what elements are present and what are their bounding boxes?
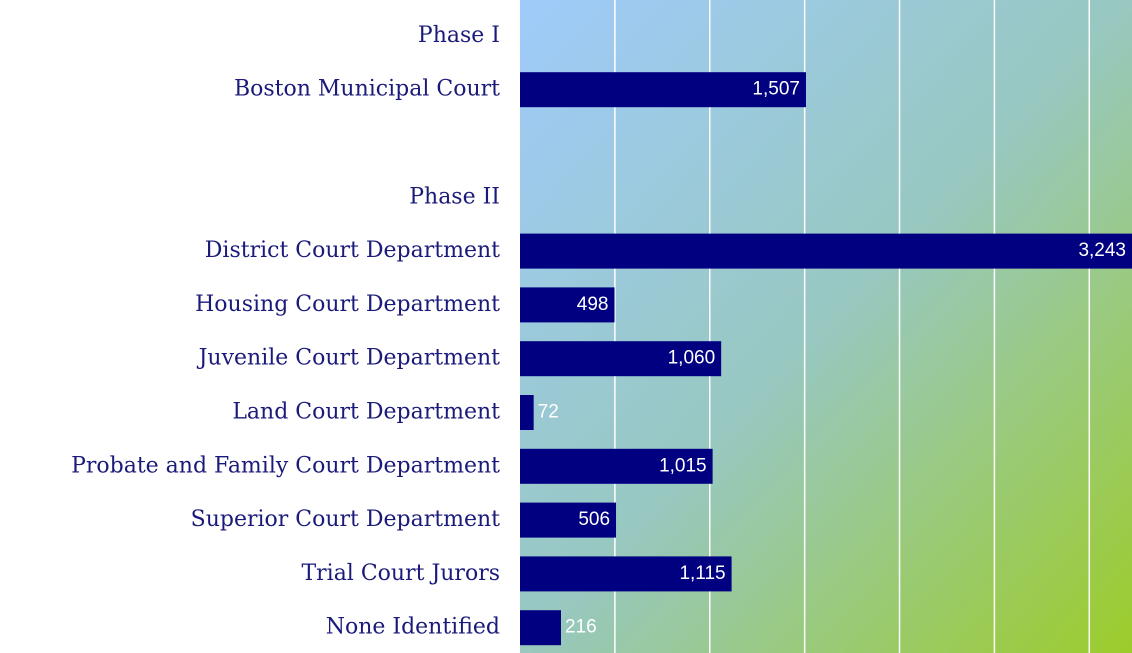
value-label: 72 (538, 402, 559, 423)
bar (520, 72, 806, 108)
value-label: 1,015 (659, 455, 707, 476)
value-label: 1,507 (752, 79, 800, 100)
category-label: District Court Department (205, 238, 500, 263)
bars (520, 72, 1132, 646)
value-label: 3,243 (1078, 240, 1126, 261)
value-label: 498 (577, 294, 609, 315)
category-label: None Identified (326, 615, 500, 640)
value-label: 506 (578, 509, 610, 530)
bar (520, 233, 1132, 269)
category-label: Superior Court Department (191, 507, 501, 532)
category-label: Probate and Family Court Department (71, 453, 500, 478)
category-label: Phase I (418, 23, 500, 48)
bar (520, 502, 617, 538)
category-label: Trial Court Jurors (301, 561, 500, 586)
value-label: 216 (565, 617, 597, 638)
bar (520, 287, 615, 323)
bar (520, 556, 732, 592)
category-label: Land Court Department (232, 400, 500, 425)
value-label: 1,060 (668, 348, 716, 369)
category-label: Boston Municipal Court (234, 77, 500, 102)
bar (520, 448, 713, 484)
category-label: Phase II (409, 184, 500, 209)
bar (520, 610, 561, 646)
bar (520, 395, 534, 430)
plot-area (520, 0, 1132, 653)
category-label: Housing Court Department (195, 292, 500, 317)
value-label: 1,115 (679, 563, 725, 584)
category-label: Juvenile Court Department (197, 346, 501, 371)
bar (520, 341, 722, 377)
